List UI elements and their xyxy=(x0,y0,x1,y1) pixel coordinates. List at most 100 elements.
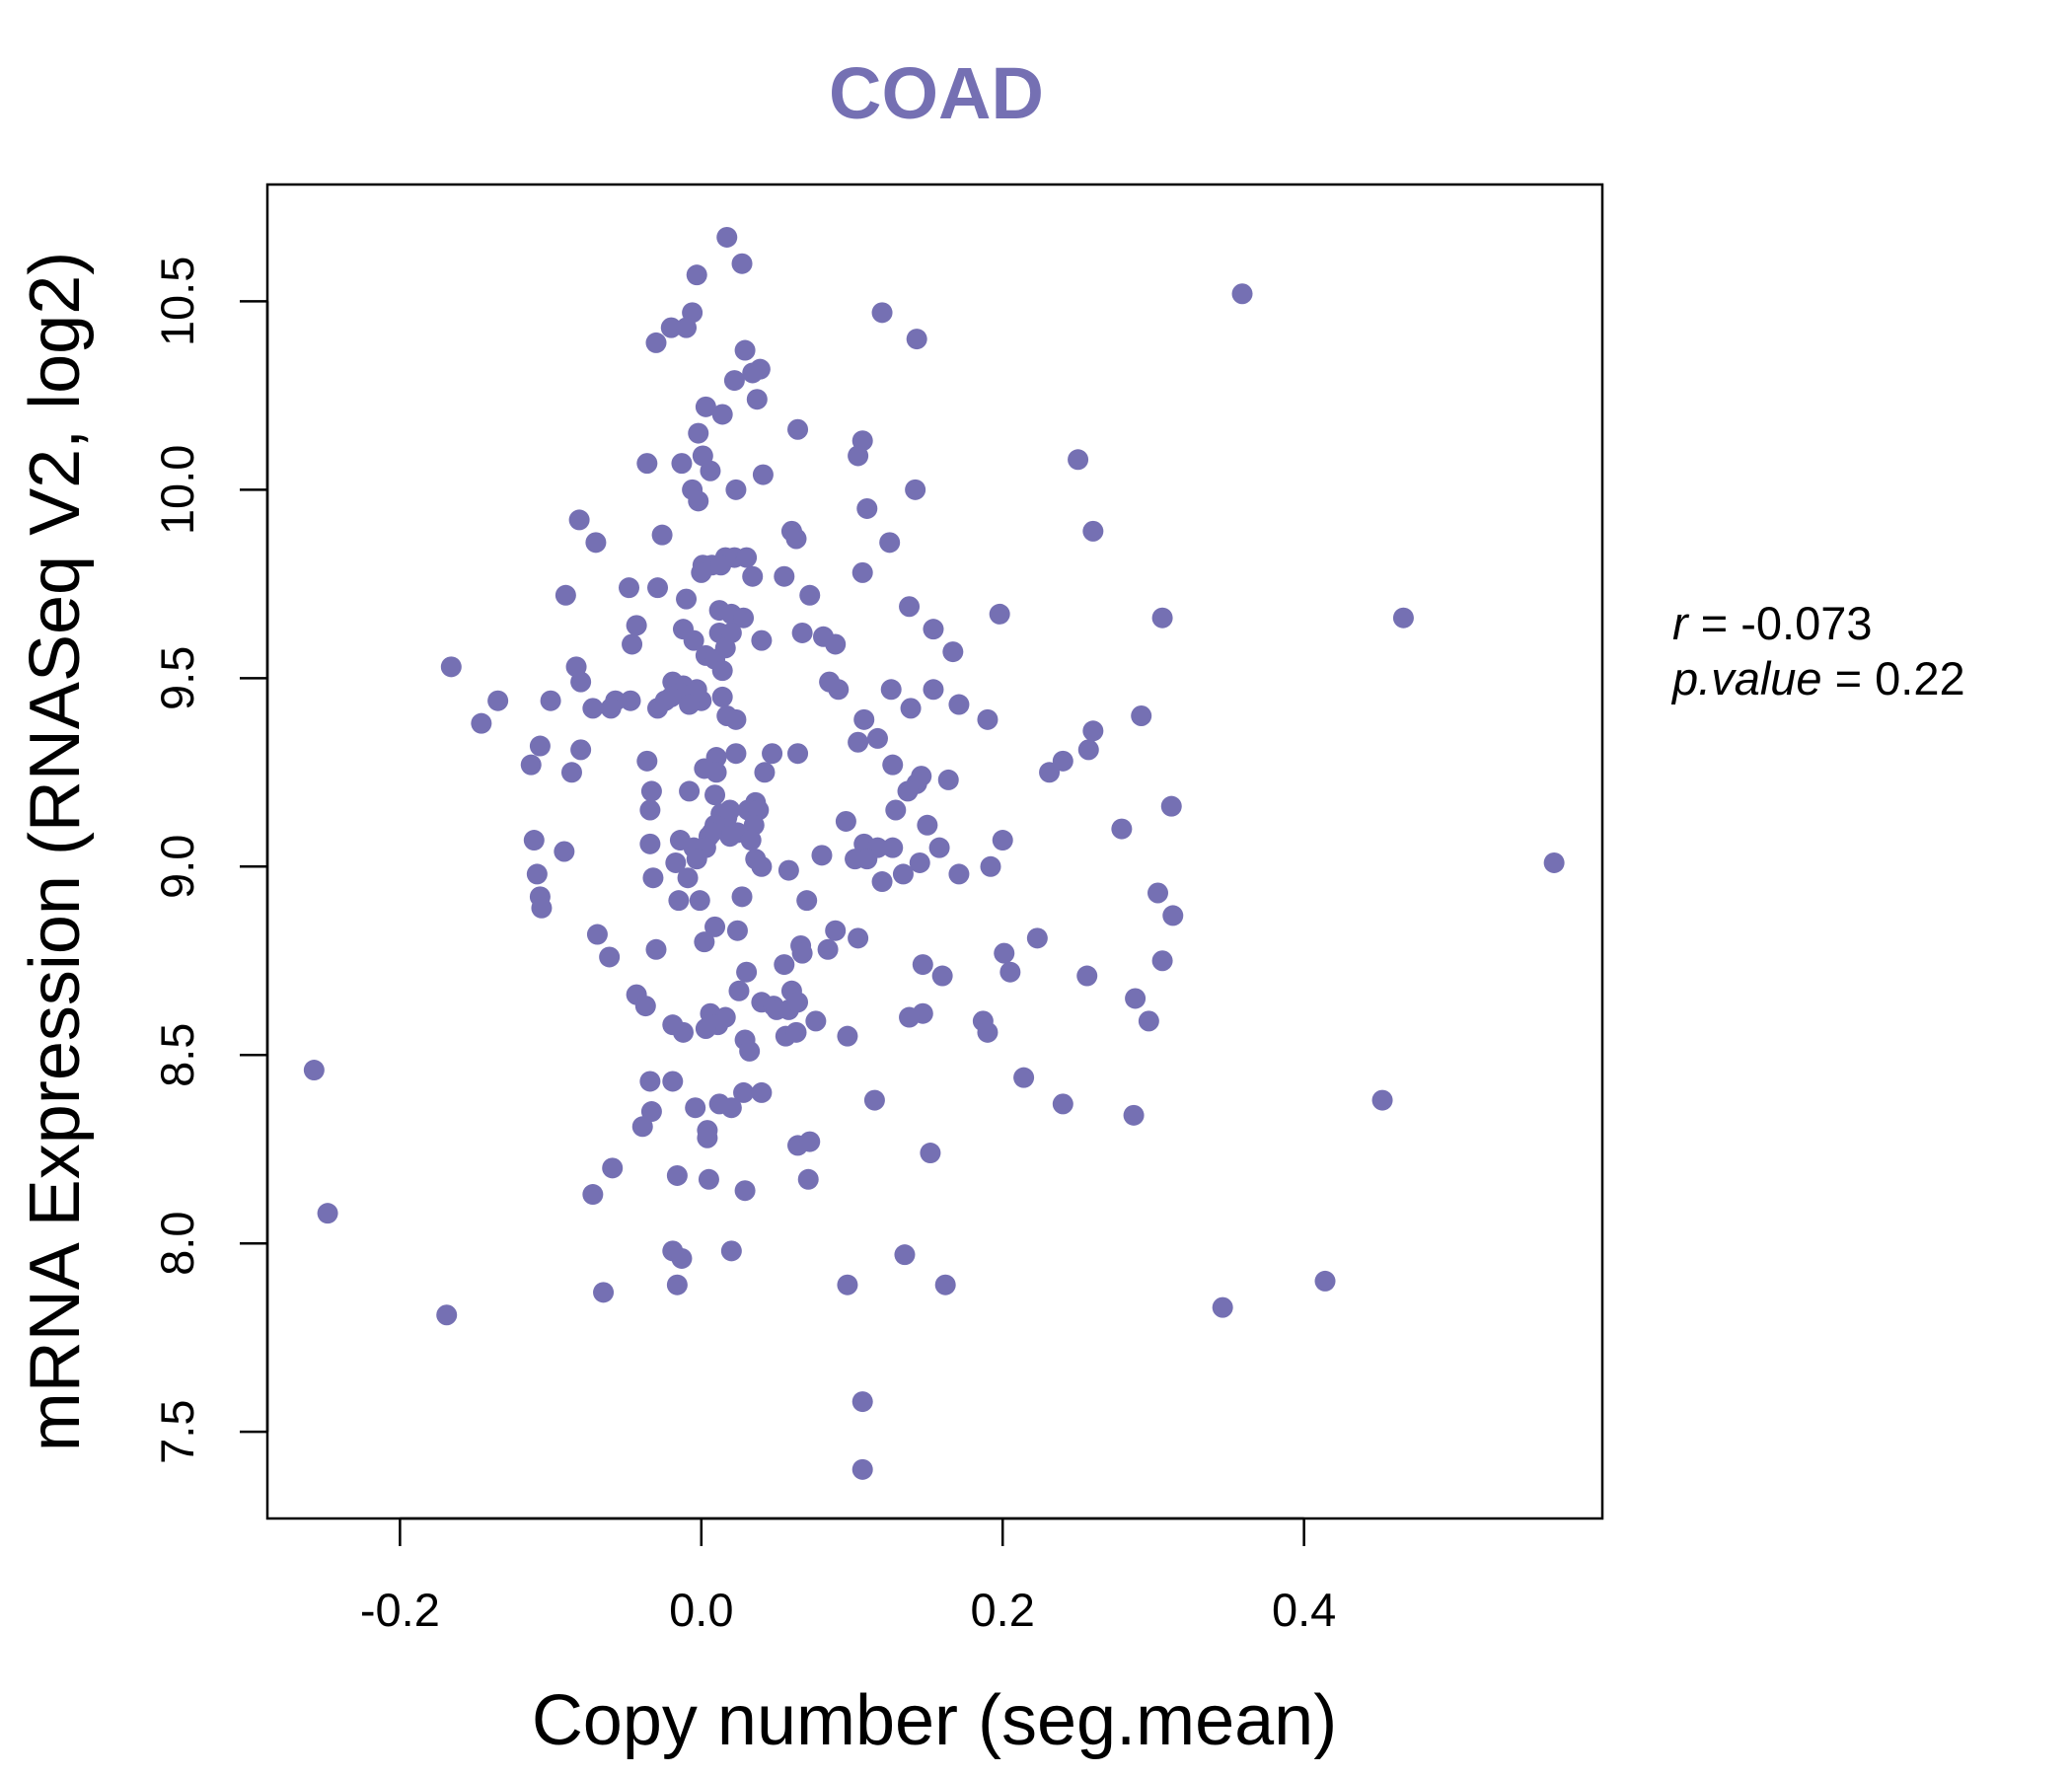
data-point xyxy=(1151,607,1173,629)
data-point xyxy=(593,1282,615,1303)
data-point xyxy=(731,253,753,274)
data-point xyxy=(523,830,545,851)
data-point xyxy=(923,619,944,640)
data-point xyxy=(742,362,764,384)
data-point xyxy=(835,810,856,832)
data-point xyxy=(992,830,1013,851)
data-point xyxy=(317,1203,338,1224)
data-point xyxy=(622,633,643,655)
data-point xyxy=(848,445,869,467)
data-point xyxy=(805,1010,827,1032)
data-point xyxy=(909,851,930,873)
data-point xyxy=(777,859,799,881)
data-point xyxy=(900,698,922,719)
data-point xyxy=(871,871,893,893)
data-point xyxy=(639,1071,661,1092)
data-point xyxy=(1160,795,1182,817)
data-point xyxy=(785,528,807,550)
data-point xyxy=(1543,851,1565,873)
data-point xyxy=(671,1247,693,1269)
data-point xyxy=(994,942,1015,964)
data-point xyxy=(440,656,462,678)
data-point xyxy=(1082,720,1104,742)
data-point xyxy=(754,762,776,783)
y-tick-label: 10.0 xyxy=(151,445,203,535)
data-point xyxy=(774,954,795,976)
data-point xyxy=(698,1168,719,1190)
data-point xyxy=(1131,705,1152,727)
data-point xyxy=(694,931,715,953)
data-point xyxy=(897,780,919,802)
data-point xyxy=(719,799,741,821)
data-point xyxy=(811,845,833,866)
data-point xyxy=(636,453,658,475)
data-point xyxy=(1052,750,1073,772)
data-point xyxy=(662,1071,684,1092)
data-point xyxy=(726,920,748,941)
data-point xyxy=(931,965,953,987)
data-point xyxy=(787,743,809,765)
data-point xyxy=(1231,283,1253,305)
data-point xyxy=(734,339,756,361)
data-point xyxy=(736,961,758,983)
data-point xyxy=(851,1391,873,1413)
data-point xyxy=(880,679,902,701)
data-point xyxy=(668,890,690,912)
data-point xyxy=(686,849,707,870)
data-point xyxy=(882,837,904,858)
data-point xyxy=(1151,950,1173,972)
data-point xyxy=(554,841,575,862)
data-point xyxy=(879,532,901,554)
data-point xyxy=(837,1274,858,1295)
data-point xyxy=(679,780,701,802)
data-point xyxy=(725,708,747,730)
data-point xyxy=(666,1274,688,1295)
data-point xyxy=(704,784,726,806)
y-tick-label: 8.0 xyxy=(151,1212,203,1276)
data-point xyxy=(851,561,873,583)
data-point xyxy=(711,660,733,682)
data-point xyxy=(640,780,662,802)
data-point xyxy=(871,302,893,324)
data-point xyxy=(899,596,921,618)
data-point xyxy=(555,584,576,606)
data-point xyxy=(640,1101,662,1123)
data-point xyxy=(977,1021,999,1043)
data-point xyxy=(787,992,809,1013)
data-point xyxy=(639,833,661,854)
data-point xyxy=(471,712,492,734)
data-point xyxy=(1077,739,1099,761)
data-point xyxy=(531,897,553,919)
data-point xyxy=(651,524,673,546)
data-point xyxy=(642,867,664,889)
data-point xyxy=(666,1164,688,1186)
data-point xyxy=(751,855,773,877)
data-point xyxy=(645,332,667,353)
data-point xyxy=(977,708,999,730)
data-point xyxy=(710,555,732,576)
data-point xyxy=(436,1304,458,1326)
x-tick-label: 0.4 xyxy=(1272,1584,1336,1636)
data-point xyxy=(685,1097,706,1119)
data-point xyxy=(688,490,709,512)
x-tick-label: 0.0 xyxy=(669,1584,733,1636)
y-axis-label: mRNA Expression (RNASeq V2, log2) xyxy=(16,252,95,1451)
data-point xyxy=(582,698,604,719)
data-point xyxy=(599,946,621,968)
data-point xyxy=(837,1025,858,1047)
data-point xyxy=(762,743,783,765)
data-point xyxy=(1314,1270,1336,1292)
data-point xyxy=(720,1240,742,1262)
data-point xyxy=(529,735,551,757)
data-point xyxy=(676,588,698,610)
p-value-label: p.value xyxy=(1670,652,1822,704)
data-point xyxy=(647,577,669,599)
data-point xyxy=(1013,1067,1035,1088)
data-point xyxy=(487,690,509,711)
data-point xyxy=(686,264,707,286)
r-statistic-label: r xyxy=(1672,597,1690,649)
data-point xyxy=(892,863,914,885)
data-point xyxy=(679,694,701,715)
data-point xyxy=(751,1081,773,1103)
r-statistic-equals: = xyxy=(1688,597,1741,649)
